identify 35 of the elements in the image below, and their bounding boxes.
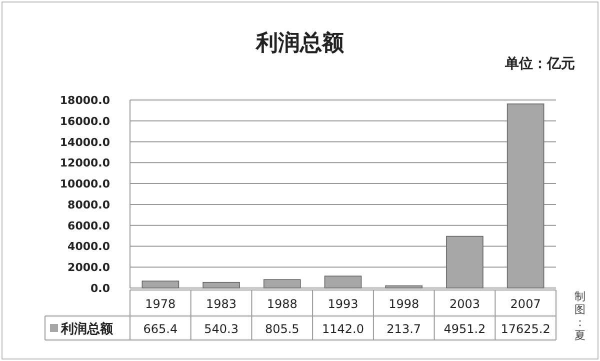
chart-title: 利润总额 xyxy=(255,30,345,56)
data-label: 213.7 xyxy=(386,322,422,336)
y-tick-label: 6000.0 xyxy=(68,219,110,232)
x-tick-label: 2003 xyxy=(449,297,480,311)
data-label: 17625.2 xyxy=(500,322,550,336)
bar xyxy=(324,276,362,288)
bar xyxy=(385,285,423,288)
bar xyxy=(202,282,240,288)
bar xyxy=(506,104,544,288)
y-tick-label: 14000.0 xyxy=(60,136,110,149)
y-tick-label: 4000.0 xyxy=(68,240,110,254)
data-label: 4951.2 xyxy=(444,322,486,336)
y-tick-label: 12000.0 xyxy=(60,156,110,170)
data-label: 1142.0 xyxy=(322,322,364,336)
y-tick-label: 18000.0 xyxy=(60,94,110,107)
y-tick-label: 8000.0 xyxy=(68,198,110,212)
data-label: 665.4 xyxy=(143,322,178,336)
data-label: 540.3 xyxy=(204,322,238,336)
bar xyxy=(263,279,301,288)
x-tick-label: 1998 xyxy=(388,297,420,311)
text: 制图：夏 xyxy=(574,290,586,342)
y-tick-label: 10000.0 xyxy=(60,178,110,191)
x-tick-label: 2007 xyxy=(510,297,541,311)
y-tick-label: 16000.0 xyxy=(60,114,110,128)
bar xyxy=(446,236,484,288)
chart-subtitle: 单位：亿元 xyxy=(504,56,575,72)
data-label: 805.5 xyxy=(264,322,300,336)
bar xyxy=(142,280,180,288)
x-tick-label: 1993 xyxy=(328,297,358,311)
x-tick-label: 1978 xyxy=(145,297,176,311)
y-tick-label: 2000.0 xyxy=(68,261,110,274)
y-tick-label: 0.0 xyxy=(90,282,110,295)
x-tick-label: 1983 xyxy=(206,297,237,311)
x-tick-label: 1988 xyxy=(266,297,298,311)
legend-label: 利润总额 xyxy=(60,321,114,337)
